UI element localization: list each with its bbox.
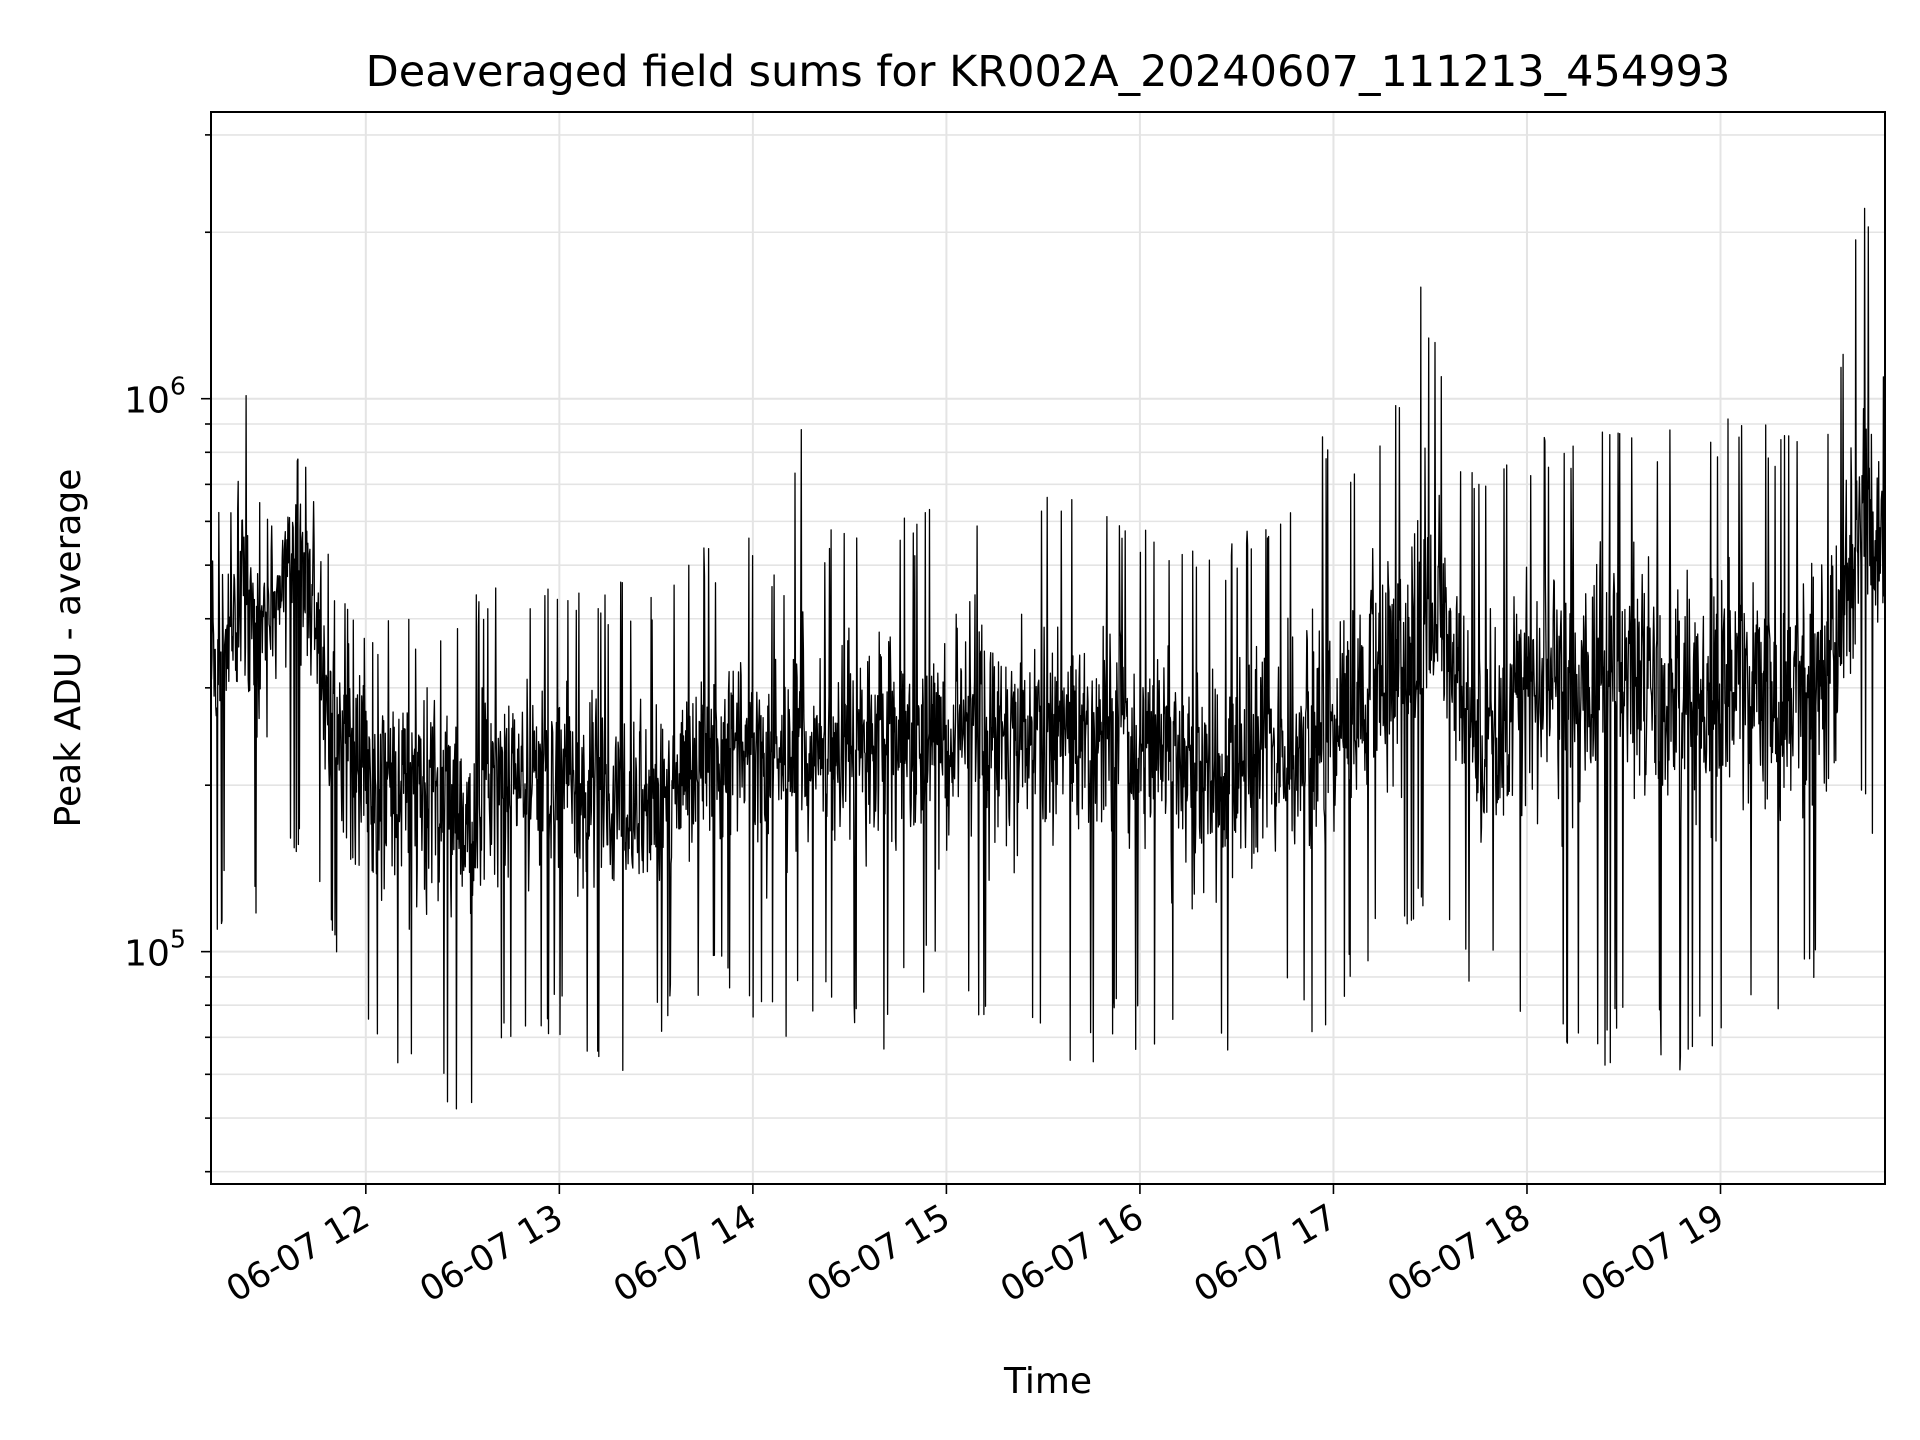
y-axis-label: Peak ADU - average <box>48 469 89 828</box>
x-tick-label: 06-07 17 <box>1188 1197 1344 1310</box>
y-tick-label: 106 <box>124 372 186 422</box>
x-tick-label: 06-07 15 <box>801 1197 957 1310</box>
x-tick-label: 06-07 19 <box>1575 1197 1731 1310</box>
x-tick-label: 06-07 18 <box>1381 1197 1537 1310</box>
data-series-line <box>210 207 1886 1110</box>
chart-title: Deaveraged field sums for KR002A_2024060… <box>366 47 1731 97</box>
y-tick-label-exponent: 6 <box>170 372 186 401</box>
x-tick-label: 06-07 12 <box>220 1197 376 1310</box>
series-line <box>210 207 1886 1110</box>
y-tick-label-base: 10 <box>124 381 170 422</box>
x-tick-label: 06-07 14 <box>607 1197 763 1310</box>
y-tick-label-exponent: 5 <box>170 925 186 954</box>
y-tick-label-base: 10 <box>124 934 170 975</box>
x-axis-label: Time <box>1003 1361 1092 1402</box>
x-tick-label: 06-07 13 <box>414 1197 570 1310</box>
x-tick-label: 06-07 16 <box>994 1197 1150 1310</box>
x-axis: 06-07 12 06-07 13 06-07 14 06-07 15 06-07 16… <box>220 1184 1731 1310</box>
plot-frame <box>210 111 1886 1185</box>
y-tick-label: 105 <box>124 925 186 975</box>
